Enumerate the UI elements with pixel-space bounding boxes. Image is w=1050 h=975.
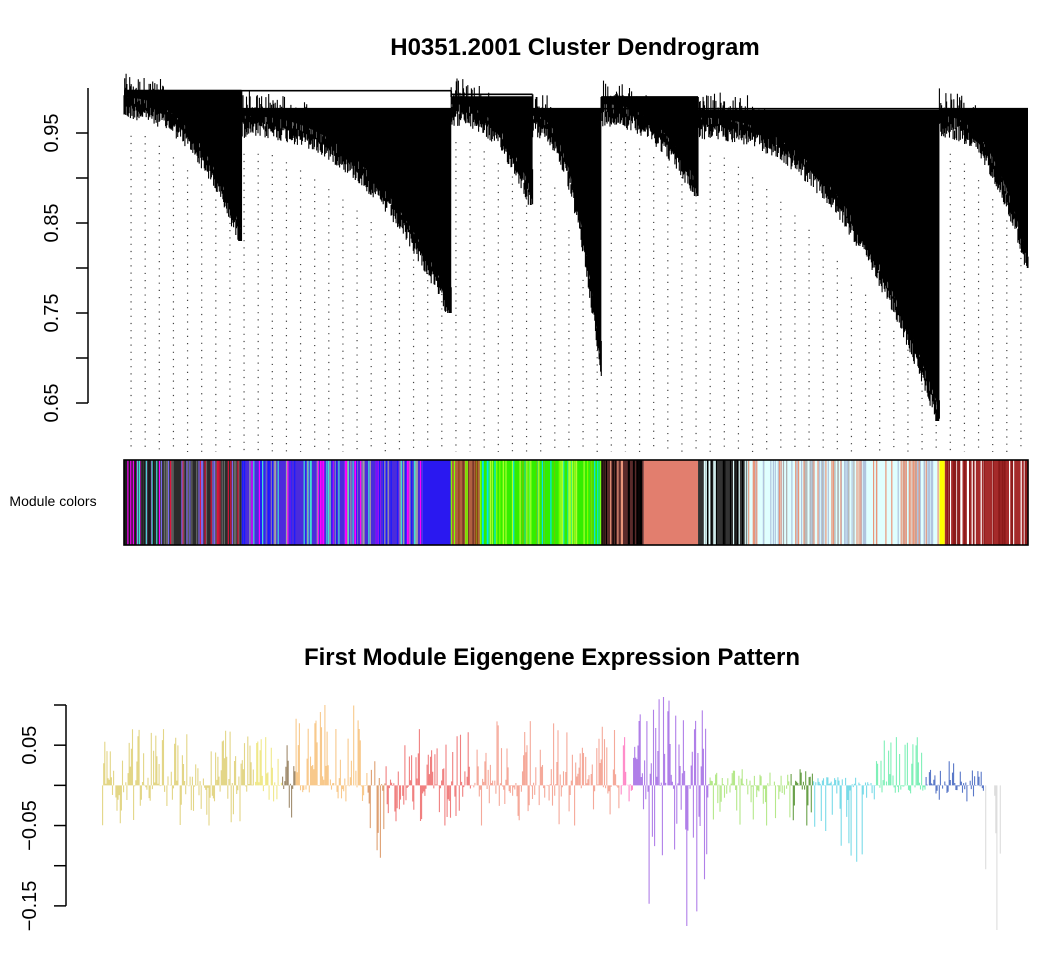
dendrogram-y-axis: 0.65 0.75 0.85 0.95 xyxy=(41,88,89,423)
module-color-stripes xyxy=(170,460,239,545)
dendrogram-branch-7 xyxy=(938,88,1029,268)
dendrogram-branch-body xyxy=(241,108,452,303)
dendrogram-y-tick-label: 0.75 xyxy=(41,294,63,333)
module-color-segment xyxy=(643,460,699,545)
dendrogram-y-tick-label: 0.95 xyxy=(41,114,63,153)
eigengene-bar xyxy=(709,769,791,826)
eigengene-module-bars xyxy=(875,737,926,794)
eigengene-bar xyxy=(620,737,633,802)
eigengene-y-axis: −0.15 −0.05 0.05 xyxy=(19,704,67,932)
module-color-stripes xyxy=(137,460,158,545)
eigengene-bar xyxy=(985,785,1001,930)
eigengene-panel: First Module Eigengene Expression Patter… xyxy=(19,644,1001,931)
module-color-stripes xyxy=(946,460,1027,545)
module-color-stripes xyxy=(160,460,233,545)
dendrogram-branch-body xyxy=(532,108,602,366)
eigengene-bar xyxy=(633,697,710,926)
eigengene-bars xyxy=(102,697,1001,930)
dendrogram-panel: H0351.2001 Cluster Dendrogram 0.650.750.… xyxy=(9,34,1029,546)
eigengene-y-tick-label: −0.05 xyxy=(19,800,41,851)
eigengene-module-bars xyxy=(255,737,282,802)
eigengene-bar xyxy=(102,729,254,826)
module-color-segment xyxy=(422,460,452,545)
eigengene-bar xyxy=(471,721,620,826)
eigengene-bar xyxy=(282,745,296,818)
eigengene-bar xyxy=(813,777,876,862)
dendrogram-y-tick-label: 0.65 xyxy=(41,384,63,423)
module-color-bar xyxy=(123,459,1029,546)
eigengene-bar xyxy=(385,729,471,826)
eigengene-y-tick-label: 0.05 xyxy=(19,726,41,765)
dendrogram-branches xyxy=(123,73,1029,421)
dendrogram-branch-5 xyxy=(600,80,699,196)
module-color-stripes xyxy=(489,460,585,545)
eigengene-bar xyxy=(875,737,926,794)
eigengene-module-bars xyxy=(633,697,710,926)
eigengene-module-bars xyxy=(295,705,368,802)
dendrogram-branch-3 xyxy=(450,78,534,205)
dendrogram-branch-body xyxy=(601,97,699,186)
eigengene-bar xyxy=(790,769,813,826)
eigengene-bar xyxy=(295,705,368,802)
eigengene-bar xyxy=(255,737,282,802)
dendrogram-branch-1 xyxy=(123,73,243,241)
eigengene-module-bars xyxy=(102,729,254,826)
eigengene-module-bars xyxy=(471,721,620,826)
eigengene-module-bars xyxy=(385,729,471,826)
module-color-stripes xyxy=(601,460,642,545)
dendrogram-branch-2 xyxy=(240,90,452,313)
eigengene-module-bars xyxy=(282,745,296,818)
eigengene-bar xyxy=(925,761,984,802)
module-color-segment xyxy=(939,460,945,545)
module-color-stripes xyxy=(458,460,478,545)
module-color-stripes xyxy=(703,460,748,545)
dendrogram-branch-4 xyxy=(532,95,602,376)
module-color-bar-frame xyxy=(123,459,1029,546)
dendrogram-title: H0351.2001 Cluster Dendrogram xyxy=(390,34,760,61)
eigengene-module-bars xyxy=(790,769,813,826)
eigengene-module-bars xyxy=(367,761,386,858)
dendrogram-branch-body xyxy=(939,108,1028,258)
module-color-segment xyxy=(481,460,602,545)
module-color-stripes xyxy=(241,460,412,545)
dendrogram-branch-body xyxy=(451,97,533,195)
dendrogram-leaf-guides xyxy=(130,135,1022,452)
eigengene-module-bars xyxy=(813,777,876,862)
dendrogram-y-tick-label: 0.85 xyxy=(41,204,63,243)
eigengene-module-bars xyxy=(985,785,1001,930)
dendrogram-branch-body xyxy=(698,110,940,411)
eigengene-module-bars xyxy=(925,761,984,802)
eigengene-title: First Module Eigengene Expression Patter… xyxy=(304,644,800,671)
eigengene-bar xyxy=(367,761,386,858)
eigengene-y-tick-label: −0.15 xyxy=(19,881,41,932)
module-colors-label: Module colors xyxy=(9,493,96,509)
eigengene-module-bars xyxy=(620,737,633,802)
dendrogram-branch-6 xyxy=(697,92,940,421)
eigengene-module-bars xyxy=(709,769,791,826)
module-color-stripes xyxy=(748,460,939,545)
dendrogram-branch-body xyxy=(124,90,242,231)
